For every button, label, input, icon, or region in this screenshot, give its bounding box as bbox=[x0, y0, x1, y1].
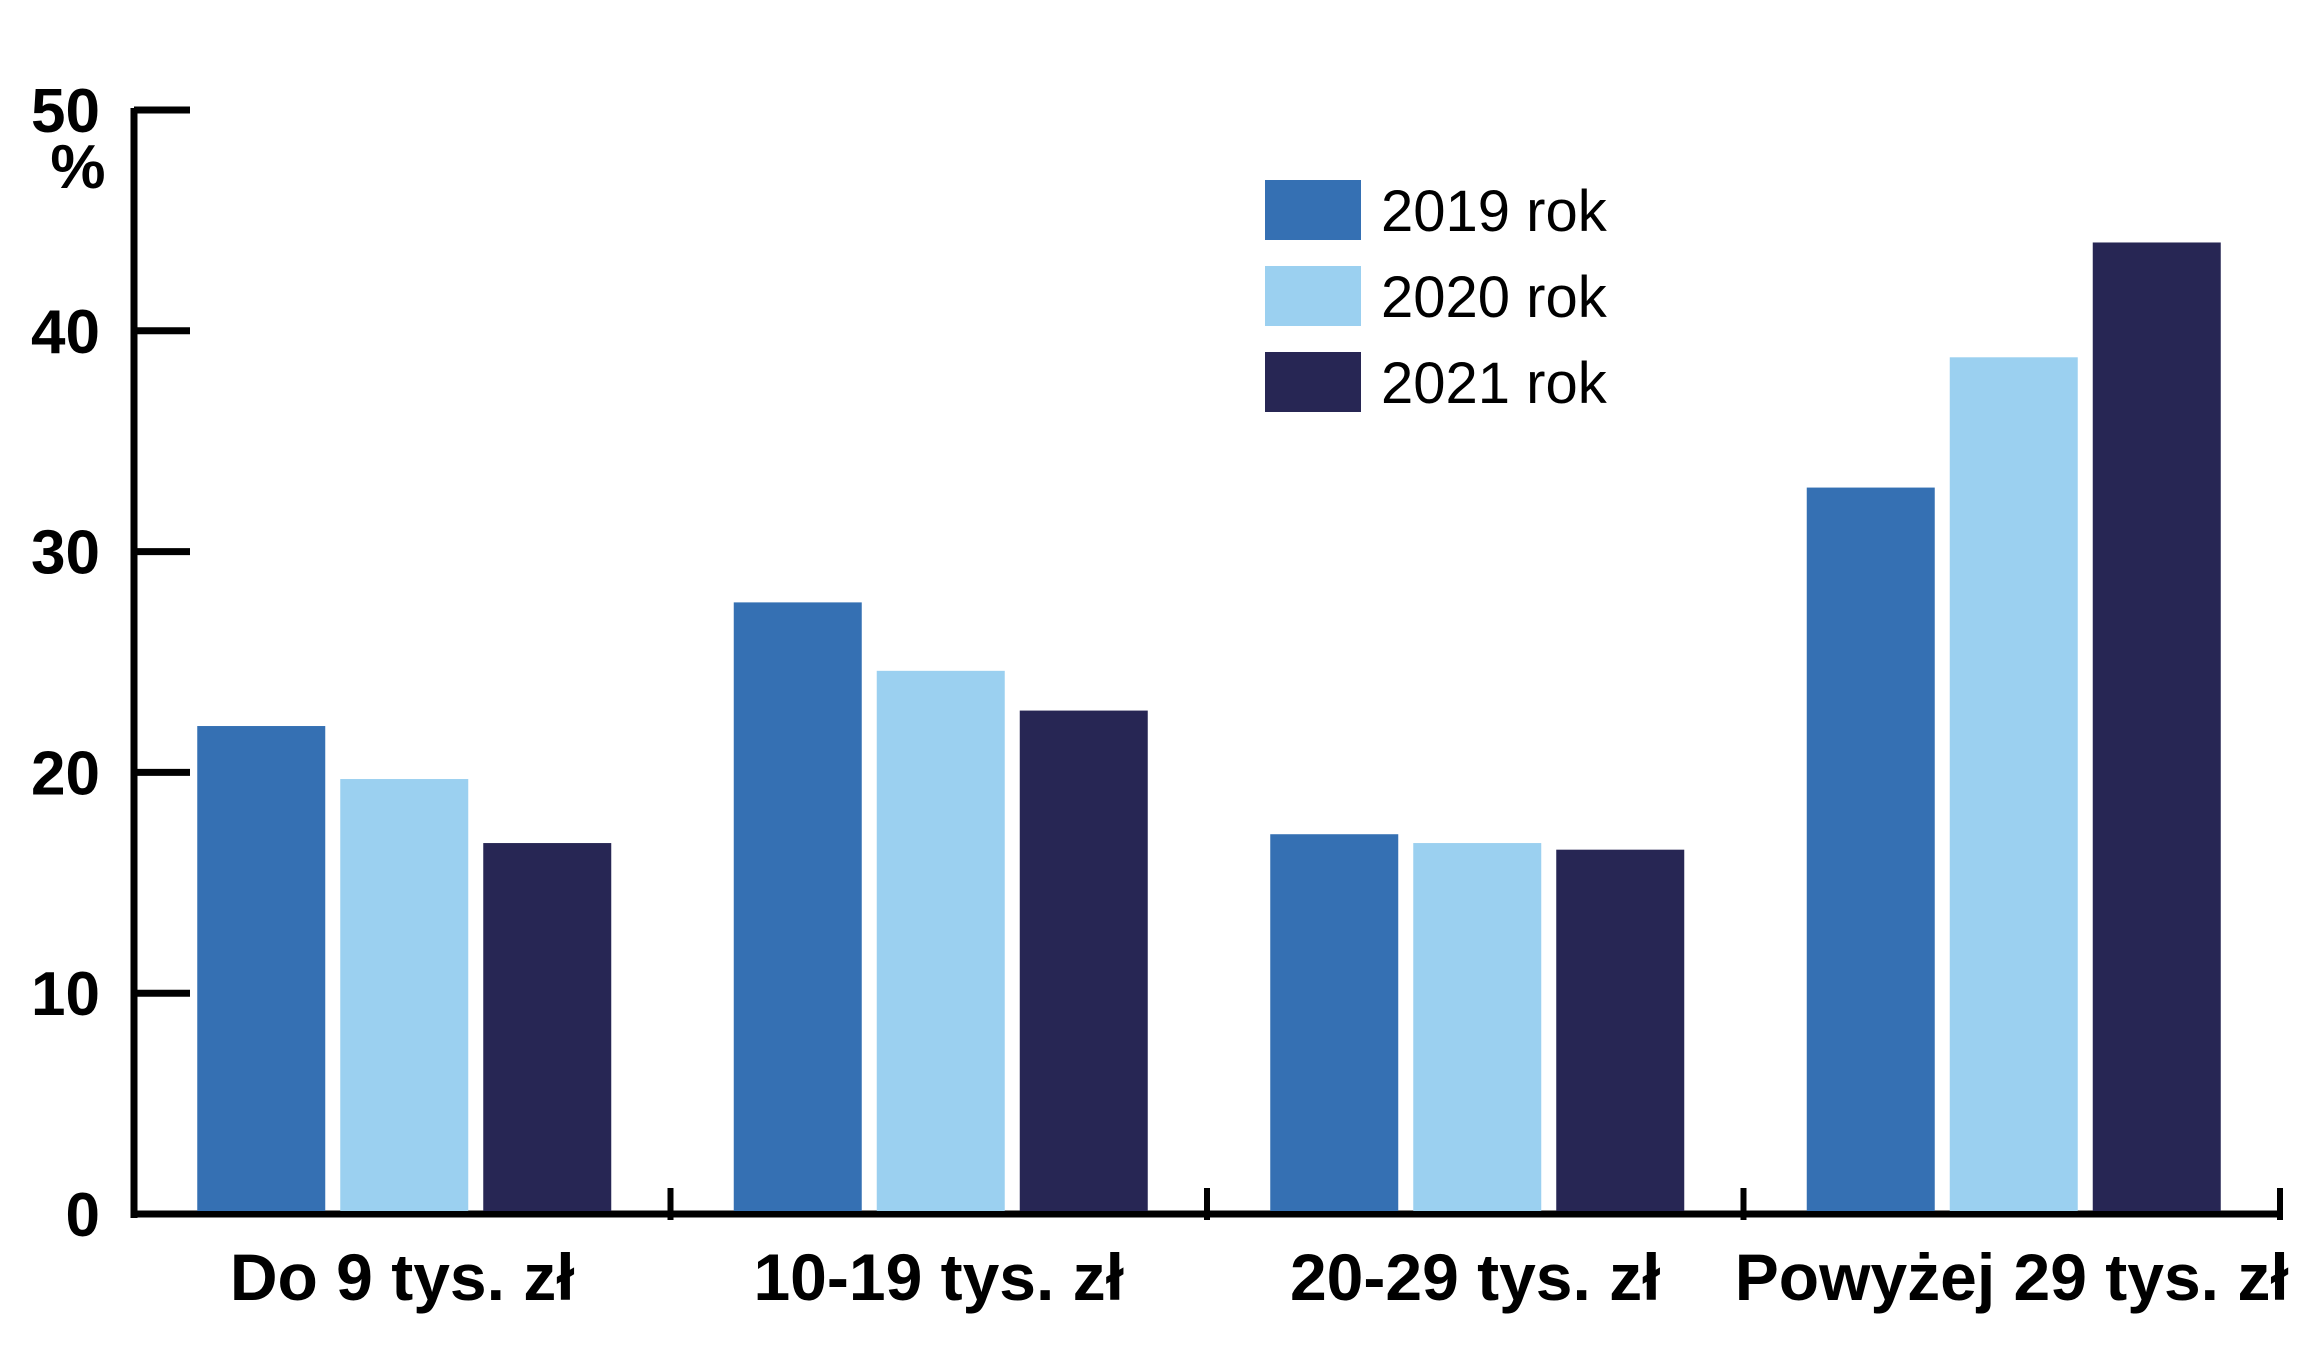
x-category-label: Do 9 tys. zł bbox=[230, 1240, 575, 1314]
bar-2020-rok-0 bbox=[340, 779, 469, 1211]
legend-swatch bbox=[1265, 180, 1361, 240]
axes bbox=[130, 106, 2283, 1220]
bar-2019-rok-2 bbox=[1270, 834, 1399, 1211]
x-category-label: Powyżej 29 tys. zł bbox=[1735, 1240, 2289, 1314]
legend-swatch bbox=[1265, 352, 1361, 412]
y-tick-label: 10 bbox=[31, 960, 100, 1029]
legend-label: 2021 rok bbox=[1381, 351, 1608, 416]
labels: 0 10 20 30 40 50% Do 9 tys. zł 10-19 tys. zł 20-… bbox=[31, 77, 2289, 1314]
legend-label: 2020 rok bbox=[1381, 265, 1608, 330]
y-unit-label: % bbox=[50, 133, 105, 202]
legend-label: 2019 rok bbox=[1381, 179, 1608, 244]
bar-2021-rok-0 bbox=[483, 843, 612, 1211]
bar-2021-rok-2 bbox=[1556, 849, 1685, 1211]
bars bbox=[197, 242, 2221, 1212]
legend: 2019 rok 2020 rok 2021 rok bbox=[1265, 179, 1608, 416]
y-tick-label: 0 bbox=[66, 1181, 100, 1250]
y-tick-label: 50 bbox=[31, 77, 100, 146]
bar-2019-rok-1 bbox=[733, 602, 862, 1211]
x-category-label: 10-19 tys. zł bbox=[753, 1240, 1124, 1314]
bar-2021-rok-1 bbox=[1019, 710, 1148, 1211]
y-tick-label: 30 bbox=[31, 519, 100, 588]
legend-swatch bbox=[1265, 266, 1361, 326]
bar-2019-rok-0 bbox=[197, 726, 326, 1211]
y-tick-label: 20 bbox=[31, 739, 100, 808]
bar-2020-rok-3 bbox=[1949, 357, 2078, 1211]
bar-2021-rok-3 bbox=[2092, 242, 2221, 1212]
bar-2020-rok-2 bbox=[1413, 843, 1542, 1211]
bar-2019-rok-3 bbox=[1806, 487, 1935, 1211]
bar-2020-rok-1 bbox=[876, 670, 1005, 1211]
y-tick-label: 40 bbox=[31, 298, 100, 367]
x-category-label: 20-29 tys. zł bbox=[1290, 1240, 1661, 1314]
